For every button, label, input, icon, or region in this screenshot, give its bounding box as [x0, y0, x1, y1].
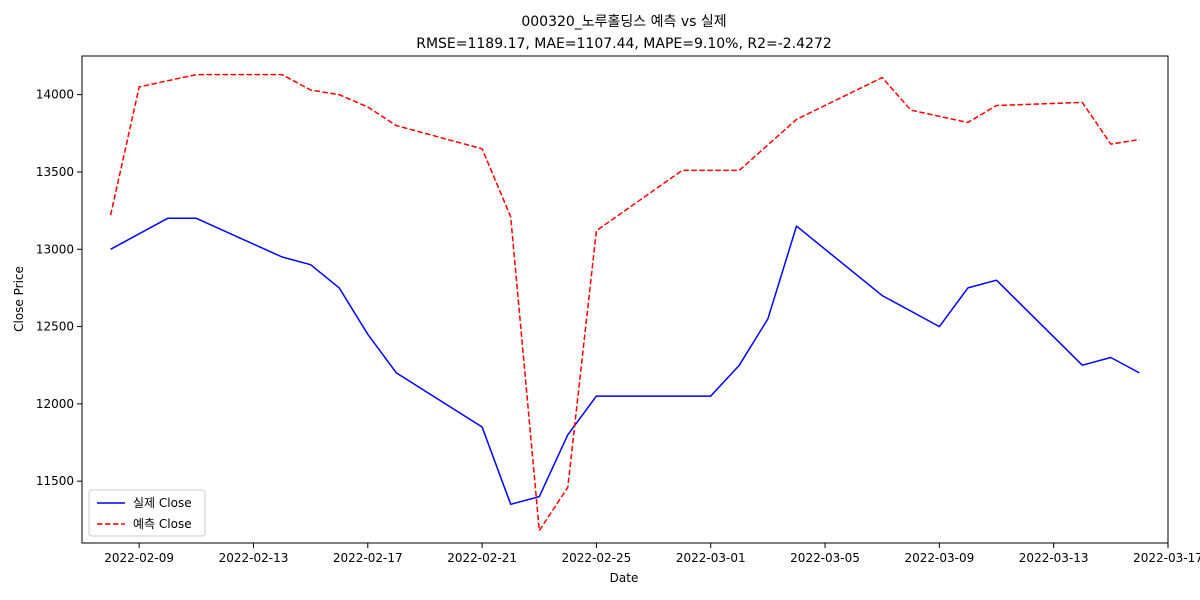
y-tick-label: 11500	[36, 474, 74, 488]
series-1-point	[395, 372, 397, 374]
x-tick-label: 2022-02-21	[447, 551, 517, 565]
series-2-point	[681, 169, 683, 171]
plot-area: 2022-02-09 2022-02-13 2022-02-17 2022-02-21…	[36, 73, 1200, 565]
series-2-point	[967, 121, 969, 123]
series-1-point	[710, 395, 712, 397]
series-2-point	[1081, 101, 1083, 103]
chart-subtitle: RMSE=1189.17, MAE=1107.44, MAPE=9.10%, R…	[416, 36, 832, 52]
series-line-2	[109, 73, 1140, 532]
series-1-point	[938, 325, 940, 327]
series-1-point	[681, 395, 683, 397]
y-tick-label: 14000	[36, 88, 74, 102]
series-1-point	[1138, 372, 1140, 374]
series-1-point	[995, 279, 997, 281]
series-1-point	[367, 333, 369, 335]
series-1-point	[309, 264, 311, 266]
series-2-point	[195, 73, 197, 75]
series-1-point	[567, 434, 569, 436]
series-1-point	[1110, 356, 1112, 358]
series-1-point	[738, 364, 740, 366]
plot-frame	[81, 55, 1169, 544]
series-2-point	[281, 73, 283, 75]
series-1-point	[510, 503, 512, 505]
legend-label: 실제 Close	[133, 496, 192, 510]
series-2-point	[138, 86, 140, 88]
series-1-point	[967, 287, 969, 289]
series-2-point	[510, 216, 512, 218]
series-2-point	[1110, 143, 1112, 145]
series-2-point	[881, 76, 883, 78]
x-tick-label: 2022-02-13	[219, 551, 289, 565]
series-1-point	[538, 495, 540, 497]
series-2-point	[109, 214, 111, 216]
x-tick-label: 2022-02-09	[104, 551, 174, 565]
series-2-point	[395, 124, 397, 126]
legend-label: 예측 Close	[133, 517, 192, 531]
series-2-point	[795, 118, 797, 120]
x-tick-label: 2022-03-17	[1133, 551, 1200, 565]
series-1-point	[767, 318, 769, 320]
y-tick-label: 13500	[36, 165, 74, 179]
series-line-1	[110, 217, 1140, 506]
series-1-point	[881, 294, 883, 296]
series-2-point	[567, 486, 569, 488]
series-1-point	[167, 217, 169, 219]
x-tick-label: 2022-02-25	[562, 551, 632, 565]
series-1-point	[338, 287, 340, 289]
series-1-point	[1081, 364, 1083, 366]
x-tick-label: 2022-03-09	[904, 551, 974, 565]
series-1-point	[109, 248, 111, 250]
chart-title: 000320_노루홀딩스 예측 vs 실제	[521, 14, 726, 30]
series-2-point	[595, 230, 597, 232]
x-tick-label: 2022-03-05	[790, 551, 860, 565]
series-1-point	[195, 217, 197, 219]
series-2-point	[338, 94, 340, 96]
series-1-point	[795, 225, 797, 227]
series-2-point	[481, 148, 483, 150]
series-2-point	[910, 109, 912, 111]
series-2-point	[309, 89, 311, 91]
series-1-point	[595, 395, 597, 397]
series-2-point	[538, 529, 540, 531]
y-axis-label: Close Price	[12, 266, 26, 332]
series-2-point	[1138, 138, 1140, 140]
series-2-point	[738, 169, 740, 171]
x-tick-label: 2022-03-13	[1019, 551, 1089, 565]
x-tick-label: 2022-03-01	[676, 551, 746, 565]
series-2-point	[995, 104, 997, 106]
series-1-point	[481, 426, 483, 428]
y-tick-label: 12000	[36, 397, 74, 411]
y-tick-label: 13000	[36, 242, 74, 256]
y-tick-label: 12500	[36, 320, 74, 334]
x-tick-label: 2022-02-17	[333, 551, 403, 565]
legend: 실제 Close 예측 Close	[88, 489, 206, 537]
x-axis-label: Date	[610, 571, 639, 585]
series-2-point	[367, 106, 369, 108]
series-1-point	[281, 256, 283, 258]
